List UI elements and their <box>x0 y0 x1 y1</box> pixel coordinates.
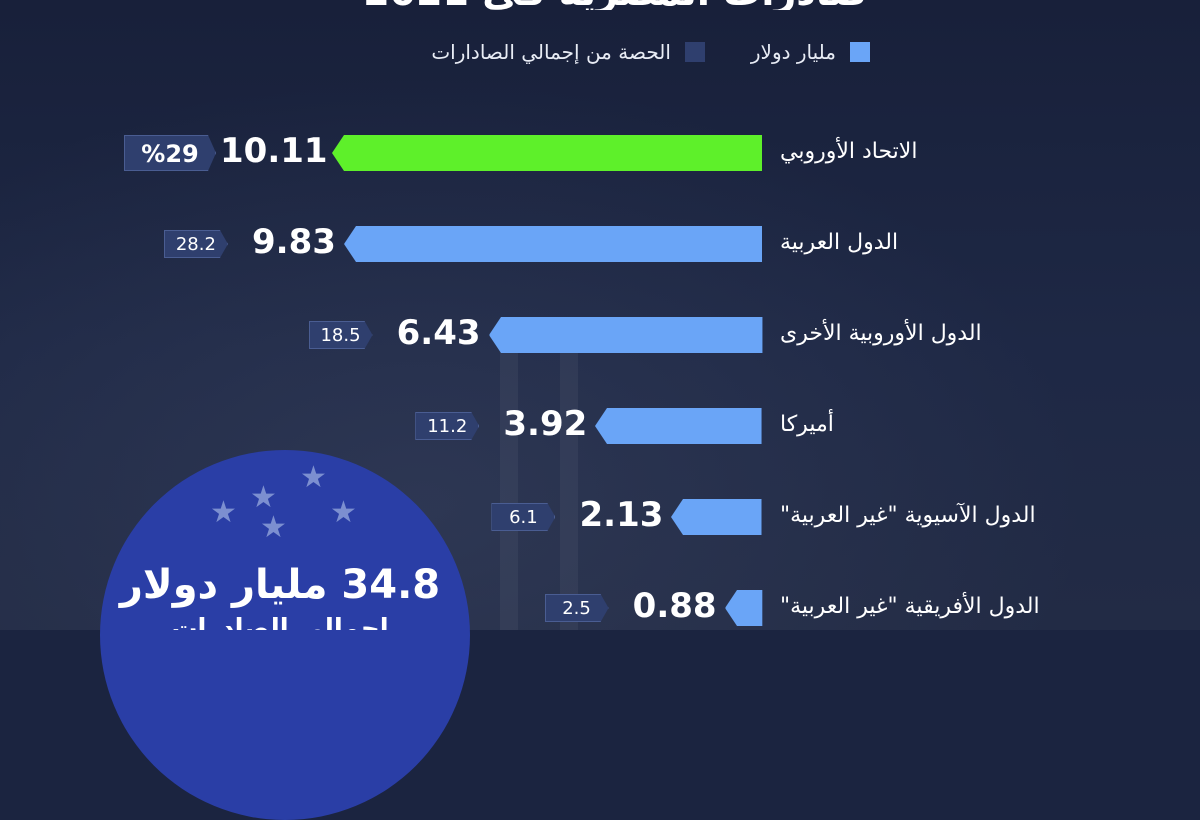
bar <box>344 226 762 262</box>
category-label: الدول الآسيوية "غير العربية" <box>780 503 1036 528</box>
star-icon: ★ <box>300 460 327 495</box>
exports-bar-chart: الاتحاد الأوروبي 10.11 %29 الدول العربية 9.8… <box>0 131 1040 626</box>
share-label: 6.1 <box>491 503 555 531</box>
bar <box>489 317 762 353</box>
bar <box>595 408 762 444</box>
category-label: الاتحاد الأوروبي <box>780 139 918 164</box>
bar <box>725 590 762 626</box>
star-icon: ★ <box>260 510 287 545</box>
legend-swatch-share <box>684 42 705 62</box>
legend-item-share: الحصة من إجمالي الصادارات <box>431 40 705 64</box>
value-label: 3.92 <box>503 404 588 444</box>
share-label: 11.2 <box>415 412 479 440</box>
share-label: 28.2 <box>164 230 228 258</box>
total-exports-value: 34.8 مليار دولار <box>119 562 441 608</box>
legend-item-billion: مليار دولار <box>751 40 870 64</box>
share-label: 2.5 <box>545 594 609 622</box>
bar <box>671 499 762 535</box>
legend-label-share: الحصة من إجمالي الصادارات <box>431 40 671 64</box>
category-label: أميركا <box>780 412 834 437</box>
value-label: 0.88 <box>632 586 717 626</box>
value-label: 2.13 <box>579 495 664 535</box>
legend-swatch-billion <box>850 42 870 62</box>
star-icon: ★ <box>210 495 237 530</box>
share-label: %29 <box>124 135 216 171</box>
value-label: 6.43 <box>396 313 481 353</box>
category-label: الدول الأوروبية الأخرى <box>780 321 982 346</box>
page-title: صادرات المصرية في 2021 <box>270 0 960 10</box>
category-label: الدول الأفريقية "غير العربية" <box>780 594 1040 619</box>
star-icon: ★ <box>250 480 277 515</box>
star-icon: ★ <box>330 495 357 530</box>
background-column <box>560 330 578 630</box>
bar <box>332 135 762 171</box>
total-exports-subtitle: إجمالي الصادرات <box>171 614 389 630</box>
value-label: 10.11 <box>220 131 328 171</box>
legend-label-billion: مليار دولار <box>750 40 836 64</box>
legend: مليار دولار الحصة من إجمالي الصادارات <box>431 40 870 64</box>
category-label: الدول العربية <box>780 230 899 255</box>
value-label: 9.83 <box>252 222 336 262</box>
share-label: 18.5 <box>309 321 373 349</box>
background-column <box>500 330 518 630</box>
